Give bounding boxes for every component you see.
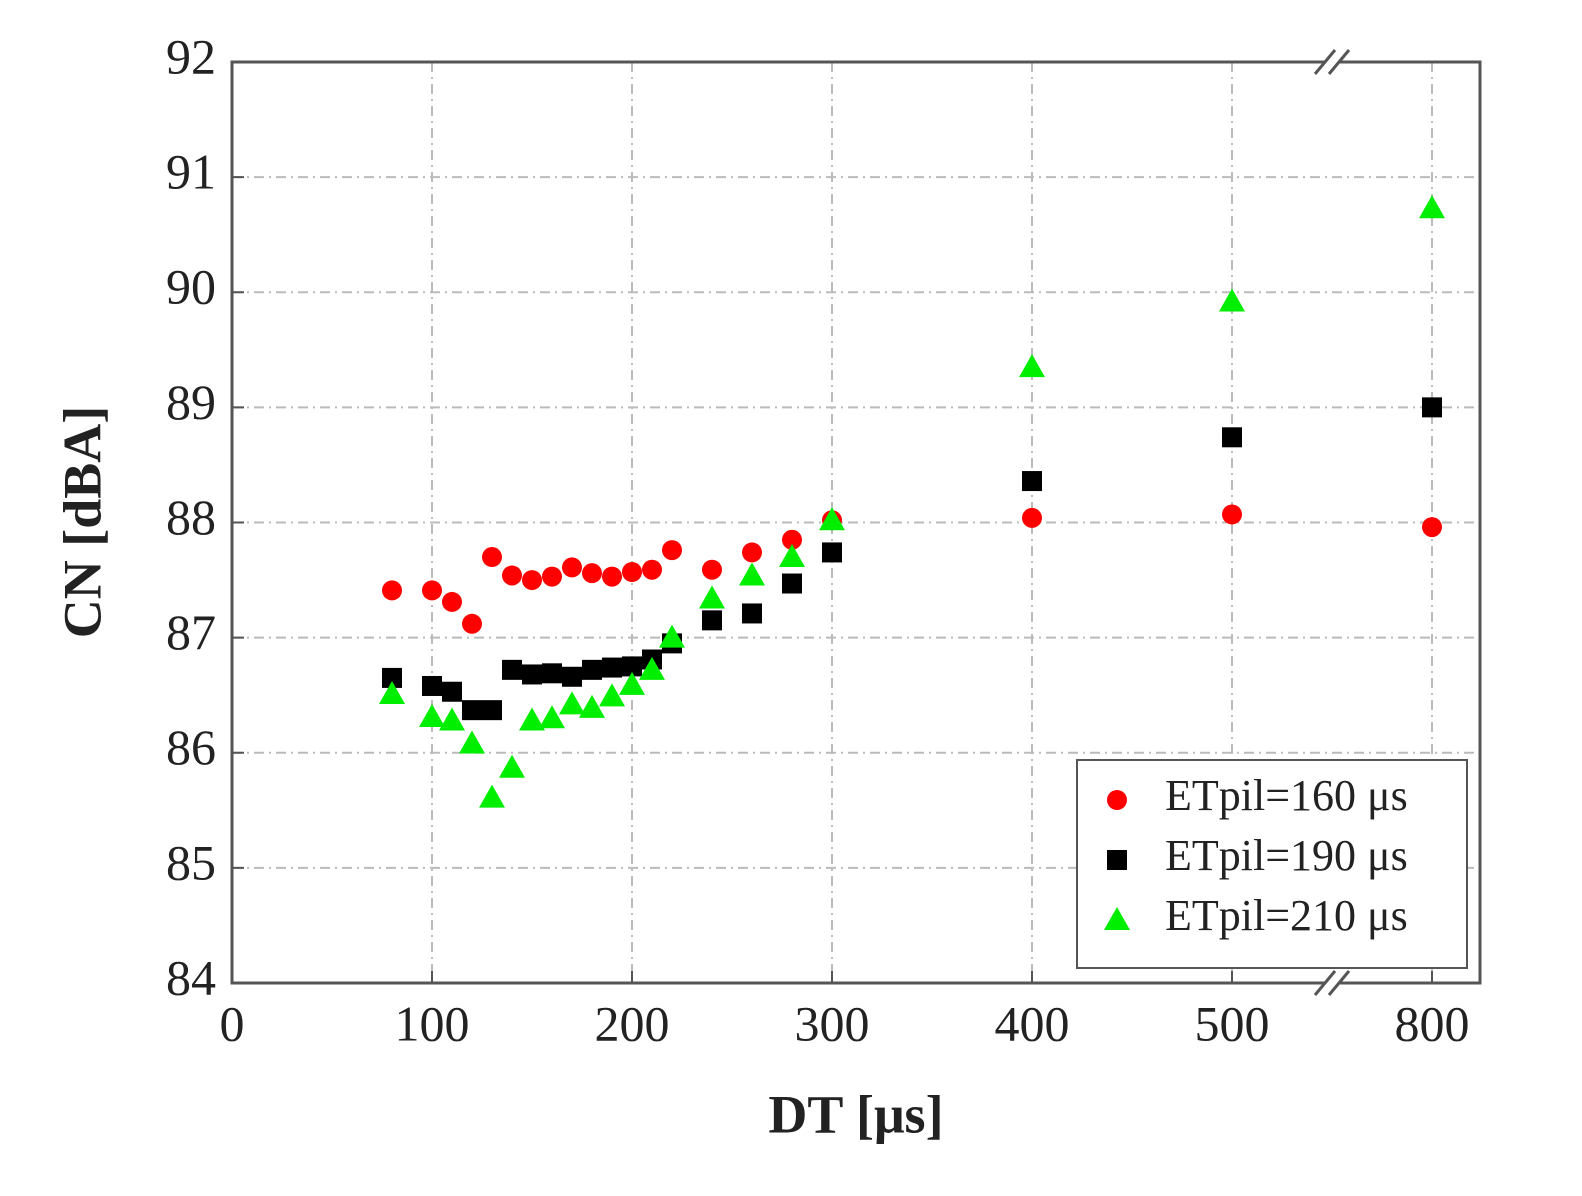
point xyxy=(519,707,545,731)
point xyxy=(1419,195,1445,219)
axis-break xyxy=(1313,970,1337,996)
point xyxy=(479,784,505,808)
point xyxy=(742,603,762,624)
y-tick-label: 86 xyxy=(166,719,216,775)
point xyxy=(622,562,642,583)
point xyxy=(642,559,662,580)
y-tick-label: 88 xyxy=(166,489,216,545)
legend-label: ETpil=210 μs xyxy=(1165,891,1408,940)
point xyxy=(602,657,622,678)
axis-break xyxy=(1327,970,1351,996)
point xyxy=(419,704,445,728)
point xyxy=(579,694,605,718)
legend-marker xyxy=(1107,790,1127,810)
point xyxy=(699,585,725,609)
point xyxy=(639,656,665,680)
point xyxy=(602,566,622,587)
point xyxy=(462,613,482,634)
point xyxy=(422,675,442,696)
point xyxy=(542,566,562,587)
point xyxy=(482,700,502,721)
x-tick-label: 800 xyxy=(1395,995,1470,1051)
y-tick-label: 91 xyxy=(166,144,216,200)
y-tick-label: 92 xyxy=(166,28,216,84)
y-tick-label: 85 xyxy=(166,834,216,890)
point xyxy=(559,691,585,715)
legend-box xyxy=(1076,759,1468,969)
x-tick-label: 500 xyxy=(1195,995,1270,1051)
point xyxy=(622,656,642,677)
y-tick-label: 89 xyxy=(166,374,216,430)
point xyxy=(582,563,602,584)
point xyxy=(662,540,682,561)
point xyxy=(562,557,582,578)
point xyxy=(599,683,625,707)
y-tick-label: 90 xyxy=(166,259,216,315)
point xyxy=(582,659,602,680)
point xyxy=(739,562,765,586)
y-tick-label: 84 xyxy=(166,949,216,1005)
point xyxy=(422,580,442,601)
point xyxy=(442,591,462,612)
plot-frame xyxy=(230,60,1482,985)
point xyxy=(1022,471,1042,492)
axis-break xyxy=(1313,49,1337,75)
point xyxy=(619,671,645,695)
point xyxy=(819,507,845,531)
point xyxy=(782,573,802,594)
point xyxy=(779,544,805,568)
x-tick-label: 0 xyxy=(220,995,245,1051)
point xyxy=(499,754,525,778)
point xyxy=(462,700,482,721)
point xyxy=(459,730,485,754)
point xyxy=(542,663,562,684)
point xyxy=(522,664,542,685)
point xyxy=(1019,354,1045,378)
x-tick-label: 200 xyxy=(595,995,670,1051)
legend-marker xyxy=(1107,850,1127,870)
point xyxy=(702,610,722,631)
x-tick-label: 100 xyxy=(395,995,470,1051)
point xyxy=(1219,288,1245,312)
legend-label: ETpil=190 μs xyxy=(1165,831,1408,880)
point xyxy=(379,681,405,705)
point xyxy=(1222,427,1242,448)
point xyxy=(482,547,502,568)
x-tick-label: 400 xyxy=(995,995,1070,1051)
point xyxy=(382,580,402,601)
y-axis-label: CN [dBA] xyxy=(52,406,112,639)
point xyxy=(442,681,462,702)
point xyxy=(659,624,685,648)
legend-label: ETpil=160 μs xyxy=(1165,771,1408,820)
point xyxy=(439,707,465,731)
point xyxy=(702,559,722,580)
point xyxy=(562,666,582,687)
legend-marker xyxy=(1104,907,1130,930)
point xyxy=(382,667,402,688)
point xyxy=(1022,507,1042,528)
point xyxy=(502,565,522,586)
point xyxy=(502,659,522,680)
point xyxy=(522,570,542,591)
x-axis-label: DT [μs] xyxy=(768,1084,943,1144)
x-tick-label: 300 xyxy=(795,995,870,1051)
y-tick-label: 87 xyxy=(166,604,216,660)
point xyxy=(742,542,762,563)
point xyxy=(1222,504,1242,525)
point xyxy=(1422,517,1442,538)
point xyxy=(539,705,565,729)
point xyxy=(822,542,842,563)
point xyxy=(782,529,802,550)
point xyxy=(1422,397,1442,418)
axis-break xyxy=(1327,49,1351,75)
